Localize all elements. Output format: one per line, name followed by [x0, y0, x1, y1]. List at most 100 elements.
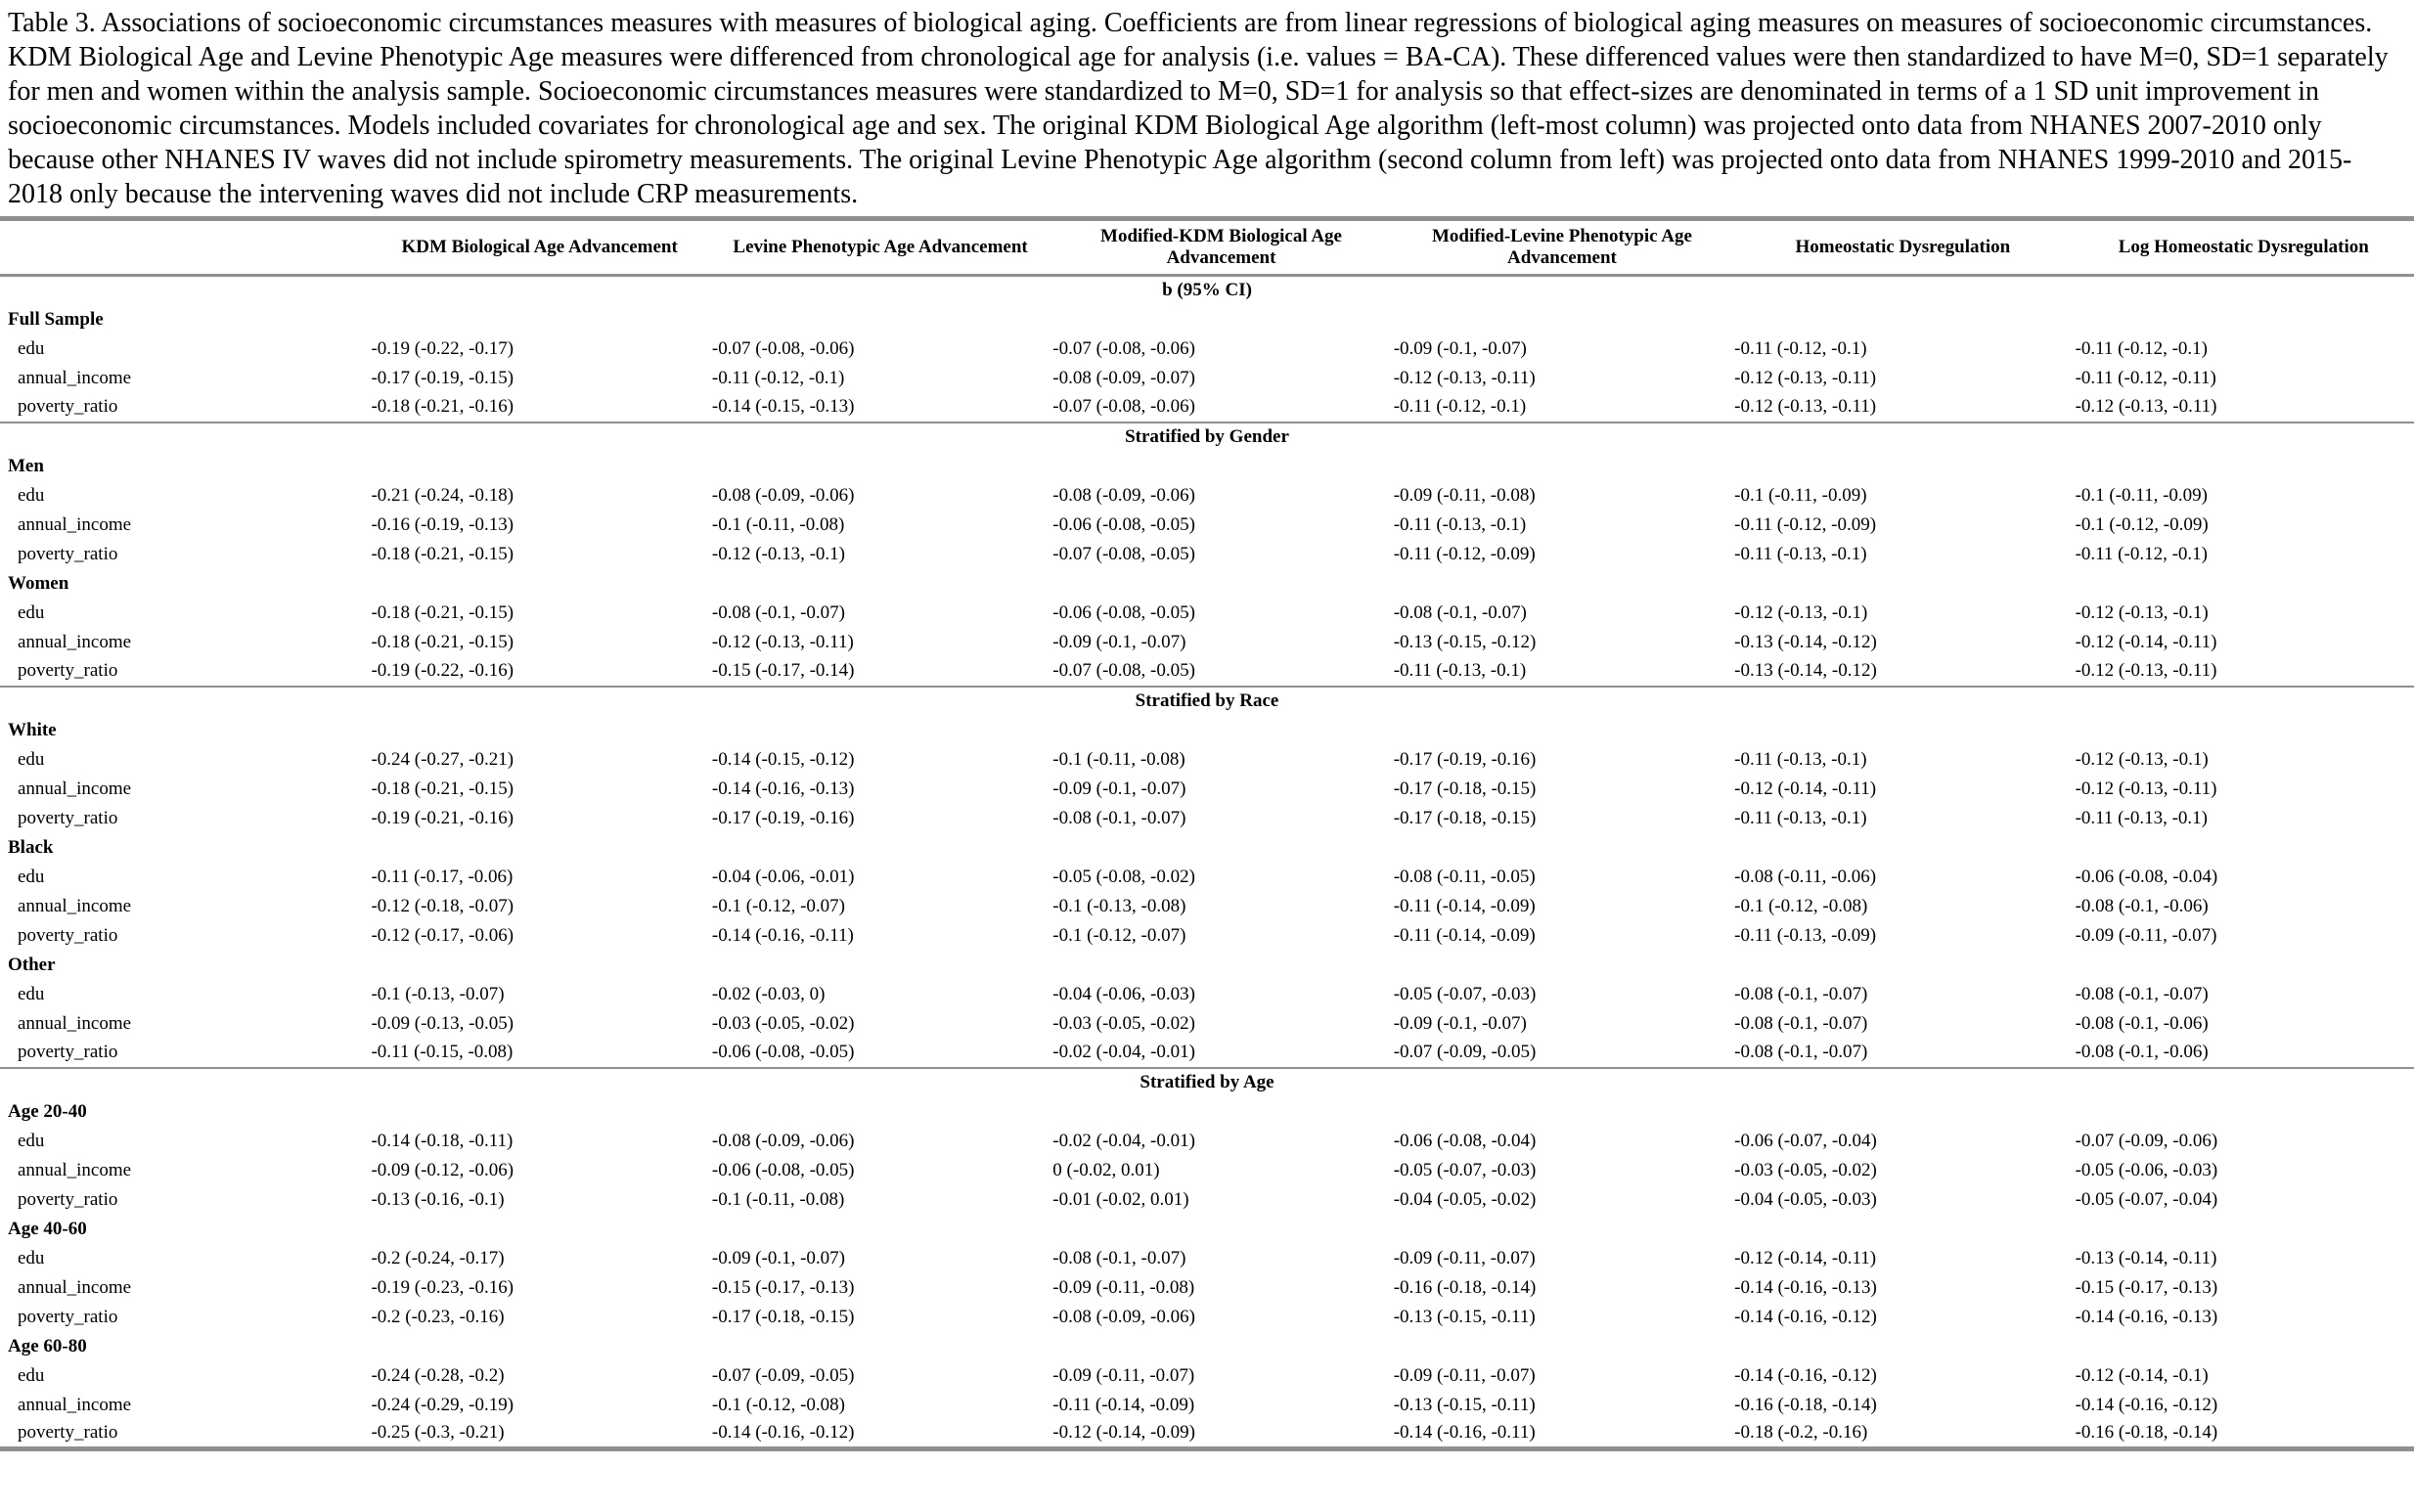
coefficient-value: -0.09 (-0.11, -0.07)	[1052, 1364, 1195, 1386]
coefficient-value: -0.24 (-0.28, -0.2)	[371, 1364, 505, 1386]
coefficient-value: -0.08 (-0.1, -0.07)	[1734, 1042, 1868, 1062]
coefficient-value: -0.12 (-0.14, -0.1)	[2075, 1364, 2209, 1386]
coefficient-value: -0.11 (-0.12, -0.1)	[1734, 337, 1867, 359]
coefficient-value: -0.08 (-0.09, -0.06)	[711, 1130, 855, 1151]
coefficient-value: -0.07 (-0.08, -0.05)	[1052, 543, 1195, 564]
coefficient-value: -0.17 (-0.18, -0.15)	[711, 1306, 855, 1327]
coefficient-value: -0.1 (-0.13, -0.07)	[371, 983, 505, 1004]
coefficient-value: -0.19 (-0.21, -0.16)	[371, 807, 514, 828]
group-header-row: Men	[0, 452, 2414, 481]
stat-header-row: b (95% CI)	[0, 276, 2414, 305]
coefficient-value: -0.09 (-0.1, -0.07)	[1393, 337, 1527, 359]
coefficient-value: -0.13 (-0.15, -0.11)	[1393, 1394, 1536, 1415]
coefficient-value: -0.09 (-0.11, -0.08)	[1393, 484, 1536, 506]
table-row: edu -0.21 (-0.24, -0.18) -0.08 (-0.09, -0.…	[0, 481, 2414, 511]
coefficient-value: -0.02 (-0.04, -0.01)	[1052, 1042, 1195, 1062]
column-header-modified-kdm: Modified-KDM Biological Age Advancement	[1051, 218, 1392, 277]
row-label: poverty_ratio	[18, 1042, 118, 1062]
coefficient-value: -0.07 (-0.08, -0.05)	[1052, 660, 1195, 681]
group-header-row: Other	[0, 951, 2414, 980]
coefficient-value: -0.04 (-0.05, -0.02)	[1393, 1188, 1537, 1210]
coefficient-value: -0.07 (-0.08, -0.06)	[1052, 396, 1195, 417]
table-row: edu -0.2 (-0.24, -0.17) -0.09 (-0.1, -0.07…	[0, 1244, 2414, 1273]
coefficient-value: -0.12 (-0.14, -0.09)	[1052, 1422, 1195, 1444]
coefficient-value: -0.2 (-0.23, -0.16)	[371, 1306, 505, 1327]
coefficient-value: -0.21 (-0.24, -0.18)	[371, 484, 514, 506]
column-header-homeostatic-dysregulation: Homeostatic Dysregulation	[1732, 218, 2074, 277]
coefficient-value: -0.18 (-0.21, -0.15)	[371, 631, 514, 652]
coefficient-value: -0.08 (-0.1, -0.07)	[1734, 1012, 1868, 1034]
table-row: annual_income -0.12 (-0.18, -0.07) -0.1 (-…	[0, 892, 2414, 921]
group-label: Women	[8, 572, 69, 594]
coefficient-value: -0.12 (-0.14, -0.11)	[1734, 1247, 1877, 1268]
coefficient-value: -0.13 (-0.14, -0.11)	[2075, 1247, 2217, 1268]
coefficient-value: -0.14 (-0.16, -0.13)	[711, 778, 855, 799]
coefficient-value: -0.12 (-0.13, -0.11)	[711, 631, 854, 652]
coefficient-value: -0.08 (-0.09, -0.06)	[1052, 484, 1195, 506]
coefficient-value: -0.11 (-0.12, -0.1)	[2075, 543, 2208, 564]
group-label: Other	[8, 954, 56, 975]
section-banner-row: Stratified by Gender	[0, 421, 2414, 452]
table-caption: Table 3. Associations of socioeconomic c…	[8, 8, 2389, 209]
row-label: annual_income	[18, 1276, 132, 1298]
coefficient-value: -0.1 (-0.12, -0.09)	[2075, 513, 2209, 535]
coefficient-value: -0.03 (-0.05, -0.02)	[711, 1012, 855, 1034]
row-label: annual_income	[18, 1394, 132, 1415]
coefficient-value: -0.09 (-0.11, -0.07)	[1393, 1364, 1536, 1386]
coefficient-value: -0.06 (-0.08, -0.05)	[1052, 601, 1195, 623]
row-label: edu	[18, 1130, 45, 1151]
group-label: Full Sample	[8, 308, 104, 330]
coefficient-value: -0.05 (-0.08, -0.02)	[1052, 866, 1195, 887]
coefficient-value: -0.1 (-0.13, -0.08)	[1052, 895, 1186, 916]
table-row: poverty_ratio -0.18 (-0.21, -0.16) -0.14 (…	[0, 393, 2414, 422]
table-row: annual_income -0.19 (-0.23, -0.16) -0.15 (…	[0, 1273, 2414, 1303]
coefficient-value: -0.09 (-0.1, -0.07)	[1052, 631, 1186, 652]
coefficient-value: -0.07 (-0.09, -0.05)	[1393, 1042, 1537, 1062]
coefficient-value: -0.05 (-0.06, -0.03)	[2075, 1159, 2218, 1180]
coefficient-value: -0.12 (-0.17, -0.06)	[371, 924, 514, 946]
coefficient-value: -0.11 (-0.14, -0.09)	[1052, 1394, 1195, 1415]
coefficient-value: -0.05 (-0.07, -0.04)	[2075, 1188, 2218, 1210]
row-label: edu	[18, 983, 45, 1004]
coefficient-value: -0.14 (-0.16, -0.11)	[1393, 1422, 1536, 1444]
coefficient-value: -0.14 (-0.16, -0.12)	[2075, 1394, 2218, 1415]
coefficient-value: -0.04 (-0.05, -0.03)	[1734, 1188, 1877, 1210]
coefficient-value: -0.11 (-0.13, -0.09)	[1734, 924, 1877, 946]
group-label: White	[8, 719, 57, 740]
coefficient-value: -0.06 (-0.08, -0.04)	[2075, 866, 2218, 887]
row-label: edu	[18, 748, 45, 770]
coefficient-value: -0.08 (-0.1, -0.06)	[2075, 1042, 2209, 1062]
coefficient-value: -0.11 (-0.12, -0.1)	[1393, 396, 1527, 417]
coefficient-value: -0.02 (-0.04, -0.01)	[1052, 1130, 1195, 1151]
coefficient-value: -0.09 (-0.1, -0.07)	[1393, 1012, 1527, 1034]
row-label: poverty_ratio	[18, 660, 118, 681]
row-label: annual_income	[18, 1012, 132, 1034]
row-label: poverty_ratio	[18, 807, 118, 828]
table-row: annual_income -0.17 (-0.19, -0.15) -0.11 (…	[0, 364, 2414, 393]
coefficient-value: -0.2 (-0.24, -0.17)	[371, 1247, 505, 1268]
coefficient-value: -0.17 (-0.19, -0.16)	[711, 807, 855, 828]
coefficient-value: -0.08 (-0.09, -0.06)	[1052, 1306, 1195, 1327]
coefficient-value: -0.12 (-0.13, -0.11)	[1393, 367, 1536, 388]
coefficient-value: -0.12 (-0.14, -0.11)	[1734, 778, 1877, 799]
coefficient-value: -0.15 (-0.17, -0.13)	[711, 1276, 855, 1298]
coefficient-value: -0.1 (-0.11, -0.09)	[1734, 484, 1867, 506]
coefficient-value: -0.19 (-0.23, -0.16)	[371, 1276, 514, 1298]
coefficient-value: -0.06 (-0.08, -0.05)	[711, 1159, 855, 1180]
coefficient-value: -0.08 (-0.11, -0.06)	[1734, 866, 1877, 887]
coefficient-value: -0.13 (-0.14, -0.12)	[1734, 631, 1877, 652]
group-label: Age 60-80	[8, 1335, 87, 1356]
coefficient-value: -0.18 (-0.21, -0.15)	[371, 601, 514, 623]
coefficient-value: -0.11 (-0.12, -0.1)	[711, 367, 845, 388]
coefficient-value: -0.08 (-0.1, -0.07)	[1393, 601, 1527, 623]
coefficient-value: -0.09 (-0.12, -0.06)	[371, 1159, 514, 1180]
coefficient-value: -0.09 (-0.1, -0.07)	[1052, 778, 1186, 799]
group-header-row: Age 40-60	[0, 1215, 2414, 1244]
coefficient-value: -0.11 (-0.15, -0.08)	[371, 1042, 514, 1062]
stat-header: b (95% CI)	[1162, 280, 1252, 301]
coefficient-value: -0.1 (-0.11, -0.09)	[2075, 484, 2208, 506]
coefficient-value: -0.12 (-0.13, -0.11)	[2075, 778, 2217, 799]
coefficient-value: -0.08 (-0.1, -0.07)	[1052, 807, 1186, 828]
table-row: annual_income -0.09 (-0.13, -0.05) -0.03 (…	[0, 1009, 2414, 1039]
coefficient-value: -0.08 (-0.1, -0.07)	[1052, 1247, 1186, 1268]
